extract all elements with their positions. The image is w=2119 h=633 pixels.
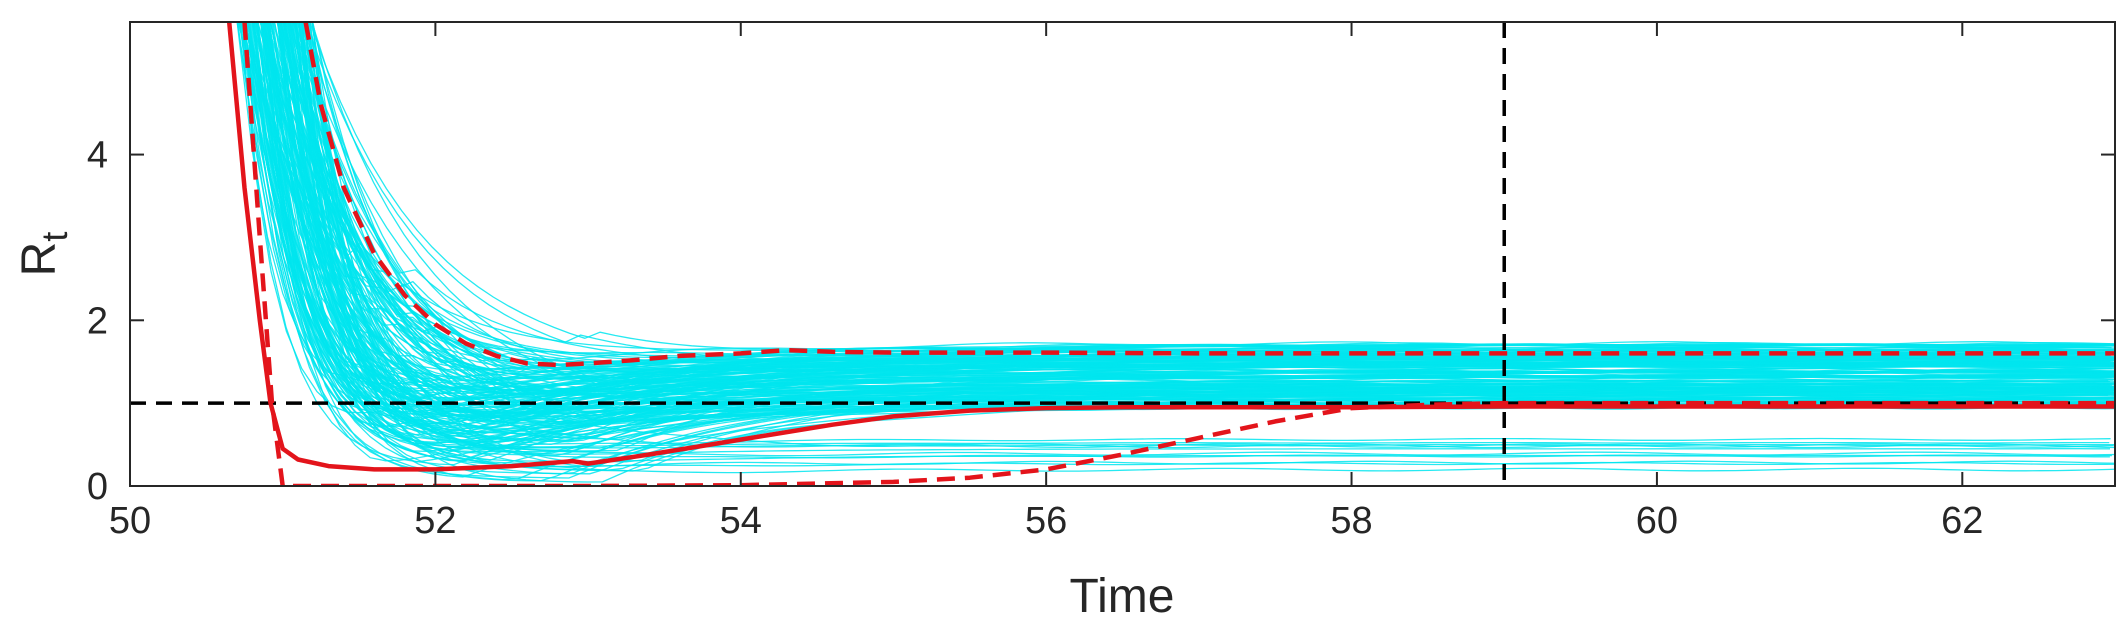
ensemble-trajectory — [298, 22, 2115, 434]
x-axis-label: Time — [1070, 570, 1175, 623]
x-tick-label: 50 — [109, 500, 151, 542]
svg-text:Rt: Rt — [13, 232, 75, 277]
ensemble-trajectory — [238, 22, 2115, 408]
y-tick-label: 0 — [87, 466, 108, 508]
ensemble-trajectory — [301, 22, 2115, 437]
ensemble-trajectory — [261, 22, 2110, 453]
y-tick-label: 4 — [87, 135, 108, 177]
x-tick-label: 54 — [720, 500, 762, 542]
ensemble-trajectory — [262, 22, 2111, 375]
ensemble-trajectory — [291, 22, 2110, 421]
x-tick-label: 58 — [1330, 500, 1372, 542]
x-tick-label: 52 — [414, 500, 456, 542]
x-tick-label: 60 — [1636, 500, 1678, 542]
y-axis-label-subscript: t — [34, 232, 75, 242]
plot-frame — [129, 21, 2116, 487]
ensemble-trajectory — [299, 22, 2115, 391]
ensemble-trajectory — [243, 22, 2115, 400]
ensemble-trajectory — [251, 23, 2115, 395]
ensemble-trajectory — [307, 22, 2110, 455]
x-tick-label: 62 — [1941, 500, 1983, 542]
y-tick-label: 2 — [87, 300, 108, 342]
ensemble-trajectory — [273, 22, 2115, 370]
series-upper-bound — [303, 22, 2115, 368]
ensemble-trajectory — [238, 23, 2115, 415]
reference-lines — [130, 22, 2115, 486]
series-median — [226, 22, 2115, 472]
y-axis-label: Rt — [13, 232, 75, 277]
y-axis-label-main: R — [13, 242, 66, 277]
ensemble-trajectory — [245, 22, 2110, 449]
x-tick-label: 56 — [1025, 500, 1067, 542]
axis-ticks: 50 52 54 56 58 60 62 0 2 4 — [87, 22, 2115, 542]
ensemble-trajectory — [262, 22, 2111, 399]
summary-series — [226, 22, 2115, 486]
ensemble-trajectory — [240, 22, 2115, 431]
ensemble-trajectory — [242, 22, 2115, 468]
ensemble-trajectory — [283, 22, 2115, 441]
ensemble-trajectory — [291, 22, 2110, 410]
series-lower-bound — [242, 22, 2115, 486]
ensemble-trajectory — [300, 22, 2115, 435]
